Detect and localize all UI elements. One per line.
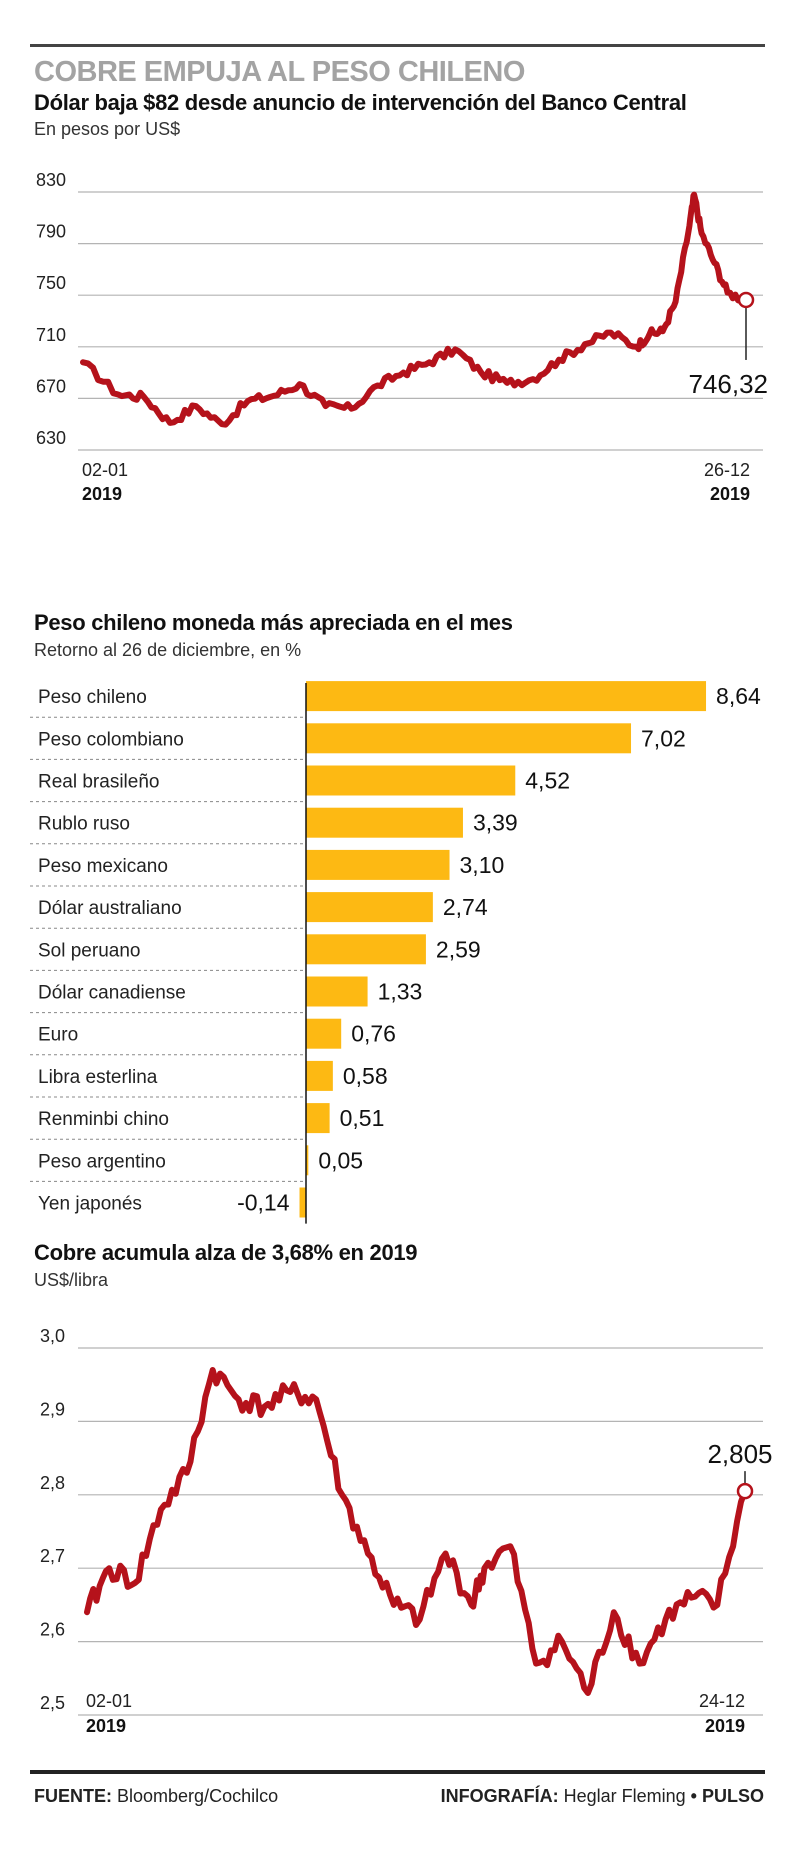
currency-value-label: 1,33 bbox=[378, 979, 423, 1005]
source-text: Bloomberg/Cochilco bbox=[117, 1786, 279, 1806]
currency-label: Peso colombiano bbox=[38, 729, 184, 750]
currency-value-label: 3,10 bbox=[460, 852, 505, 878]
currency-label: Libra esterlina bbox=[38, 1067, 158, 1088]
footer-rule bbox=[30, 1770, 765, 1774]
currency-label: Euro bbox=[38, 1025, 78, 1046]
copper-x-start-year: 2019 bbox=[86, 1716, 126, 1736]
dollar-x-start-date: 02-01 bbox=[82, 460, 128, 480]
top-rule bbox=[30, 44, 765, 47]
currency-bar bbox=[306, 976, 368, 1007]
currency-bar bbox=[306, 934, 426, 965]
currency-bar bbox=[306, 849, 450, 880]
currency-value-label: -0,14 bbox=[237, 1190, 290, 1216]
dollar-chart-subtitle: En pesos por US$ bbox=[34, 119, 181, 139]
currencies-chart-title: Peso chileno moneda más apreciada en el … bbox=[34, 610, 513, 635]
c1-y-tick-label: 710 bbox=[36, 325, 66, 345]
c3-y-tick-label: 2,5 bbox=[40, 1693, 65, 1713]
c1-y-tick-label: 630 bbox=[36, 428, 66, 448]
c3-y-tick-label: 2,8 bbox=[40, 1473, 65, 1493]
credit-text: Heglar Fleming bbox=[563, 1786, 686, 1806]
currency-bar bbox=[299, 1187, 306, 1218]
currency-label: Yen japonés bbox=[38, 1194, 142, 1215]
c3-y-tick-label: 3,0 bbox=[40, 1326, 65, 1346]
currencies-chart-subtitle: Retorno al 26 de diciembre, en % bbox=[34, 640, 302, 660]
dollar-x-end-date: 26-12 bbox=[704, 460, 750, 480]
currency-bar bbox=[306, 765, 516, 796]
currency-label: Peso mexicano bbox=[38, 856, 168, 877]
currency-label: Dólar australiano bbox=[38, 898, 182, 919]
copper-line-chart: 2,5 2,6 2,7 2,8 2,9 3,0 2,805 02-01 2019 24-1… bbox=[40, 1326, 773, 1736]
c1-y-tick-label: 750 bbox=[36, 273, 66, 293]
currency-label: Peso argentino bbox=[38, 1151, 166, 1172]
currencies-bar-chart: Peso chileno 8,64 Peso colombiano 7,02 Real … bbox=[30, 681, 761, 1224]
dollar-last-value-label: 746,32 bbox=[688, 369, 768, 399]
copper-last-value-label: 2,805 bbox=[707, 1439, 772, 1469]
currency-bar bbox=[306, 807, 463, 838]
copper-x-start-date: 02-01 bbox=[86, 1691, 132, 1711]
copper-end-marker bbox=[736, 1482, 754, 1500]
copper-series-line bbox=[84, 1367, 748, 1696]
currency-label: Renminbi chino bbox=[38, 1109, 169, 1130]
currency-bar bbox=[306, 1103, 330, 1134]
currency-value-label: 2,74 bbox=[443, 894, 488, 920]
currency-label: Peso chileno bbox=[38, 687, 147, 708]
page-title: COBRE EMPUJA AL PESO CHILENO bbox=[34, 56, 525, 88]
footer-source: FUENTE: Bloomberg/Cochilco bbox=[34, 1786, 278, 1807]
c3-y-tick-label: 2,6 bbox=[40, 1620, 65, 1640]
copper-x-end-date: 24-12 bbox=[699, 1691, 745, 1711]
c3-y-tick-label: 2,7 bbox=[40, 1546, 65, 1566]
currency-label: Dólar canadiense bbox=[38, 983, 186, 1004]
currency-value-label: 0,58 bbox=[343, 1063, 388, 1089]
currency-value-label: 0,51 bbox=[340, 1105, 385, 1131]
currency-bar bbox=[306, 892, 433, 923]
copper-chart-title: Cobre acumula alza de 3,68% en 2019 bbox=[34, 1240, 418, 1265]
c1-y-tick-label: 670 bbox=[36, 376, 66, 396]
currency-value-label: 7,02 bbox=[641, 725, 686, 751]
currency-value-label: 3,39 bbox=[473, 810, 518, 836]
credit-label: INFOGRAFÍA: bbox=[440, 1786, 559, 1806]
currency-bar bbox=[306, 1060, 333, 1091]
copper-chart-subtitle: US$/libra bbox=[34, 1270, 109, 1290]
c1-y-tick-label: 790 bbox=[36, 222, 66, 242]
currency-label: Sol peruano bbox=[38, 940, 140, 961]
source-label: FUENTE: bbox=[34, 1786, 112, 1806]
currency-value-label: 2,59 bbox=[436, 936, 481, 962]
c1-y-tick-label: 830 bbox=[36, 170, 66, 190]
dollar-end-marker bbox=[737, 291, 755, 309]
dollar-line-chart: 630 670 710 750 790 830 746,32 02-01 2019 26-… bbox=[36, 170, 768, 504]
currency-value-label: 8,64 bbox=[716, 683, 761, 709]
dollar-series-line bbox=[80, 191, 749, 428]
currency-label: Real brasileño bbox=[38, 772, 159, 793]
copper-x-end-year: 2019 bbox=[705, 1716, 745, 1736]
credit-separator: • bbox=[690, 1786, 697, 1806]
currency-bar bbox=[306, 681, 707, 712]
currency-value-label: 4,52 bbox=[525, 768, 570, 794]
currency-value-label: 0,05 bbox=[318, 1147, 363, 1173]
currency-value-label: 0,76 bbox=[351, 1021, 396, 1047]
c3-y-tick-label: 2,9 bbox=[40, 1399, 65, 1419]
currency-bar bbox=[306, 723, 632, 754]
footer-credit: INFOGRAFÍA: Heglar Fleming • PULSO bbox=[441, 1786, 764, 1807]
publication-name: PULSO bbox=[701, 1786, 764, 1806]
currency-bar bbox=[306, 1018, 342, 1049]
currency-bar bbox=[306, 1145, 309, 1176]
dollar-chart-title: Dólar baja $82 desde anuncio de interven… bbox=[34, 90, 687, 115]
dollar-x-end-year: 2019 bbox=[710, 484, 750, 504]
dollar-x-start-year: 2019 bbox=[82, 484, 122, 504]
currency-label: Rublo ruso bbox=[38, 814, 130, 835]
